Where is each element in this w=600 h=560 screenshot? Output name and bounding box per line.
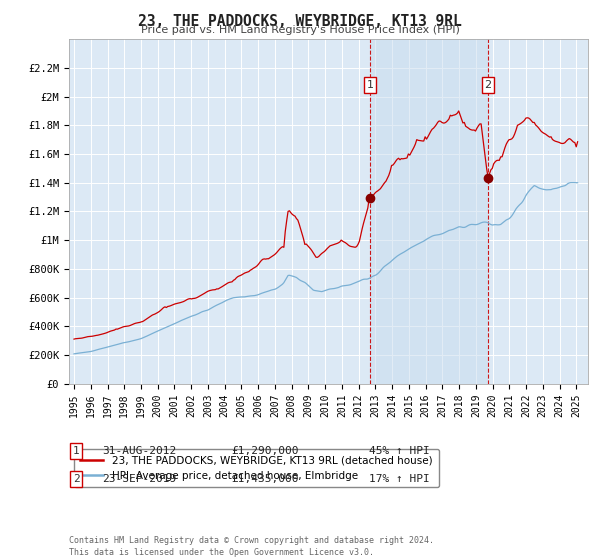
Text: 1: 1 <box>367 80 373 90</box>
Text: £1,290,000: £1,290,000 <box>231 446 299 456</box>
Text: £1,435,000: £1,435,000 <box>231 474 299 484</box>
Text: 31-AUG-2012: 31-AUG-2012 <box>102 446 176 456</box>
Text: 23, THE PADDOCKS, WEYBRIDGE, KT13 9RL: 23, THE PADDOCKS, WEYBRIDGE, KT13 9RL <box>138 14 462 29</box>
Bar <box>370 39 488 384</box>
Legend: 23, THE PADDOCKS, WEYBRIDGE, KT13 9RL (detached house), HPI: Average price, deta: 23, THE PADDOCKS, WEYBRIDGE, KT13 9RL (d… <box>74 449 439 487</box>
Text: 23-SEP-2019: 23-SEP-2019 <box>102 474 176 484</box>
Text: 2: 2 <box>484 80 491 90</box>
Text: 17% ↑ HPI: 17% ↑ HPI <box>369 474 430 484</box>
Text: Contains HM Land Registry data © Crown copyright and database right 2024.
This d: Contains HM Land Registry data © Crown c… <box>69 536 434 557</box>
Text: 1: 1 <box>73 446 80 456</box>
Text: Price paid vs. HM Land Registry's House Price Index (HPI): Price paid vs. HM Land Registry's House … <box>140 25 460 35</box>
Text: 2: 2 <box>73 474 80 484</box>
Text: 45% ↑ HPI: 45% ↑ HPI <box>369 446 430 456</box>
